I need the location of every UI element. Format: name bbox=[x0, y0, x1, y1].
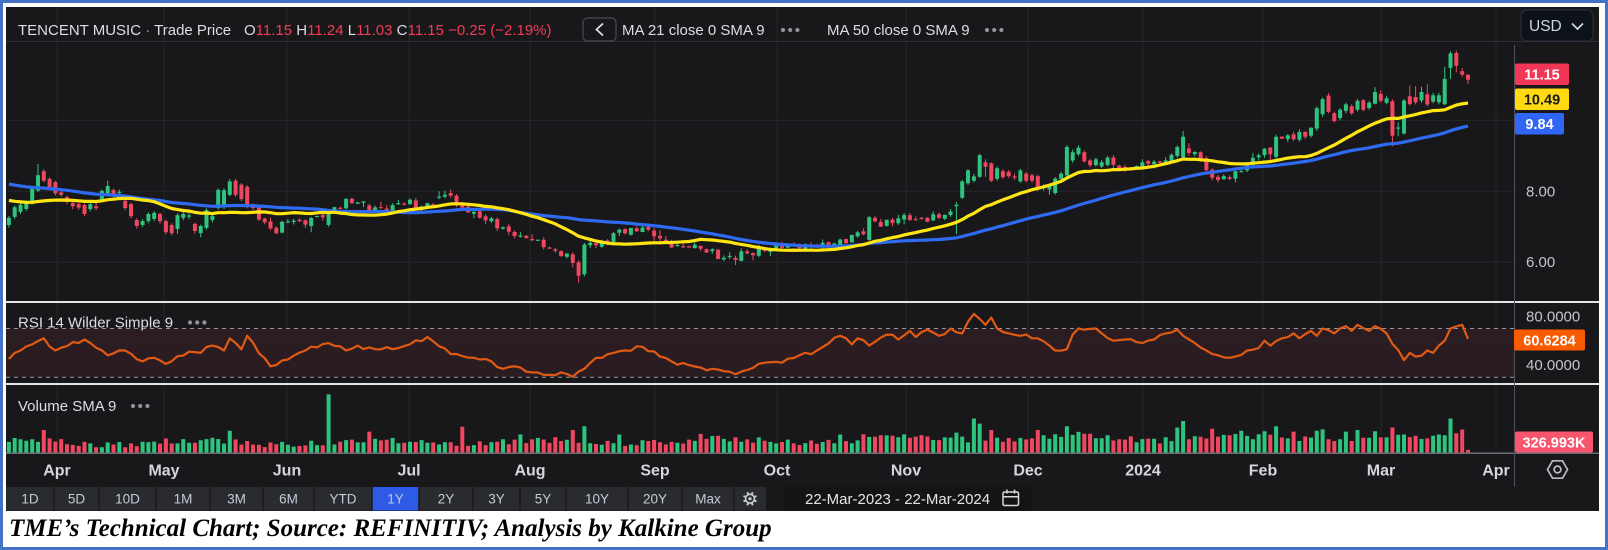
svg-text:1D: 1D bbox=[21, 492, 39, 507]
svg-text:9.84: 9.84 bbox=[1525, 117, 1553, 133]
svg-text:5D: 5D bbox=[68, 492, 86, 507]
svg-text:10Y: 10Y bbox=[585, 492, 609, 507]
svg-text:Apr: Apr bbox=[43, 463, 71, 480]
svg-text:USD: USD bbox=[1529, 18, 1562, 35]
svg-text:YTD: YTD bbox=[330, 492, 357, 507]
svg-text:O11.15 H11.24 L11.03 C11.15 −0: O11.15 H11.24 L11.03 C11.15 −0.25 (−2.19… bbox=[244, 22, 552, 39]
svg-text:10D: 10D bbox=[115, 492, 140, 507]
svg-text:20Y: 20Y bbox=[643, 492, 667, 507]
svg-text:1Y: 1Y bbox=[387, 492, 404, 507]
svg-text:80.0000: 80.0000 bbox=[1526, 308, 1580, 325]
svg-text:22-Mar-2023 - 22-Mar-2024: 22-Mar-2023 - 22-Mar-2024 bbox=[805, 491, 990, 508]
svg-text:May: May bbox=[148, 463, 179, 480]
svg-text:Feb: Feb bbox=[1249, 463, 1278, 480]
svg-text:Jul: Jul bbox=[397, 463, 420, 480]
svg-text:Volume SMA 9: Volume SMA 9 bbox=[18, 398, 116, 415]
svg-text:Mar: Mar bbox=[1367, 463, 1395, 480]
svg-text:3M: 3M bbox=[227, 492, 246, 507]
svg-text:MA 21 close 0 SMA 9: MA 21 close 0 SMA 9 bbox=[622, 22, 765, 39]
svg-text:Dec: Dec bbox=[1013, 463, 1042, 480]
svg-text:10.49: 10.49 bbox=[1524, 93, 1560, 109]
svg-text:Nov: Nov bbox=[891, 463, 921, 480]
svg-text:TME’s Technical Chart; Source:: TME’s Technical Chart; Source: REFINITIV… bbox=[9, 515, 772, 542]
svg-text:RSI 14 Wilder Simple 9: RSI 14 Wilder Simple 9 bbox=[18, 315, 173, 332]
svg-text:Jun: Jun bbox=[273, 463, 301, 480]
svg-text:60.6284: 60.6284 bbox=[1523, 334, 1575, 350]
svg-text:MA 50 close 0 SMA 9: MA 50 close 0 SMA 9 bbox=[827, 22, 970, 39]
svg-text:5Y: 5Y bbox=[535, 492, 552, 507]
svg-text:326.993K: 326.993K bbox=[1523, 436, 1586, 452]
svg-text:Oct: Oct bbox=[764, 463, 791, 480]
svg-text:6.00: 6.00 bbox=[1526, 254, 1555, 271]
svg-text:2Y: 2Y bbox=[438, 492, 455, 507]
svg-text:40.0000: 40.0000 bbox=[1526, 357, 1580, 374]
svg-text:3Y: 3Y bbox=[488, 492, 505, 507]
svg-text:TENCENT MUSIC · Trade Price: TENCENT MUSIC · Trade Price bbox=[18, 22, 231, 39]
svg-text:11.15: 11.15 bbox=[1524, 68, 1560, 84]
svg-text:2024: 2024 bbox=[1125, 463, 1161, 480]
svg-text:Apr: Apr bbox=[1482, 463, 1510, 480]
svg-text:Sep: Sep bbox=[640, 463, 670, 480]
svg-text:8.00: 8.00 bbox=[1526, 183, 1555, 200]
svg-text:Aug: Aug bbox=[514, 463, 545, 480]
svg-text:6M: 6M bbox=[279, 492, 298, 507]
svg-text:1M: 1M bbox=[174, 492, 193, 507]
svg-text:Max: Max bbox=[695, 492, 721, 507]
